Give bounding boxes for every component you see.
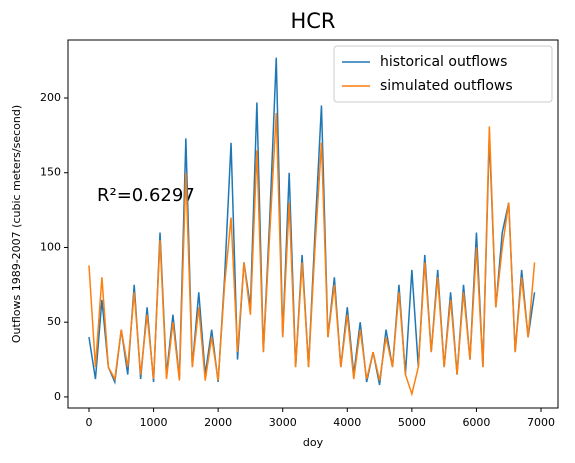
y-tick-label: 0 <box>54 390 61 403</box>
x-tick-label: 7000 <box>527 416 555 429</box>
y-tick-label: 200 <box>40 91 61 104</box>
x-tick-label: 1000 <box>140 416 168 429</box>
x-tick-label: 5000 <box>398 416 426 429</box>
x-axis-label: doy <box>303 436 324 449</box>
x-tick-label: 4000 <box>333 416 361 429</box>
chart-title: HCR <box>290 9 335 33</box>
legend-box <box>333 45 553 103</box>
x-tick-label: 0 <box>85 416 92 429</box>
y-tick-label: 100 <box>40 240 61 253</box>
legend-label: historical outflows <box>380 54 507 70</box>
y-tick-label: 50 <box>47 315 61 328</box>
line-series <box>88 112 536 397</box>
plot-frame <box>67 39 559 409</box>
y-tick-label: 150 <box>40 166 61 179</box>
legend-label: simulated outflows <box>380 78 513 94</box>
y-axis-label: Outflows 1989-2007 (cubic meters/second) <box>10 105 23 343</box>
x-tick-label: 3000 <box>269 416 297 429</box>
annotation: R²=0.6297 <box>97 185 195 206</box>
x-tick-label: 2000 <box>204 416 232 429</box>
x-tick-label: 6000 <box>462 416 490 429</box>
